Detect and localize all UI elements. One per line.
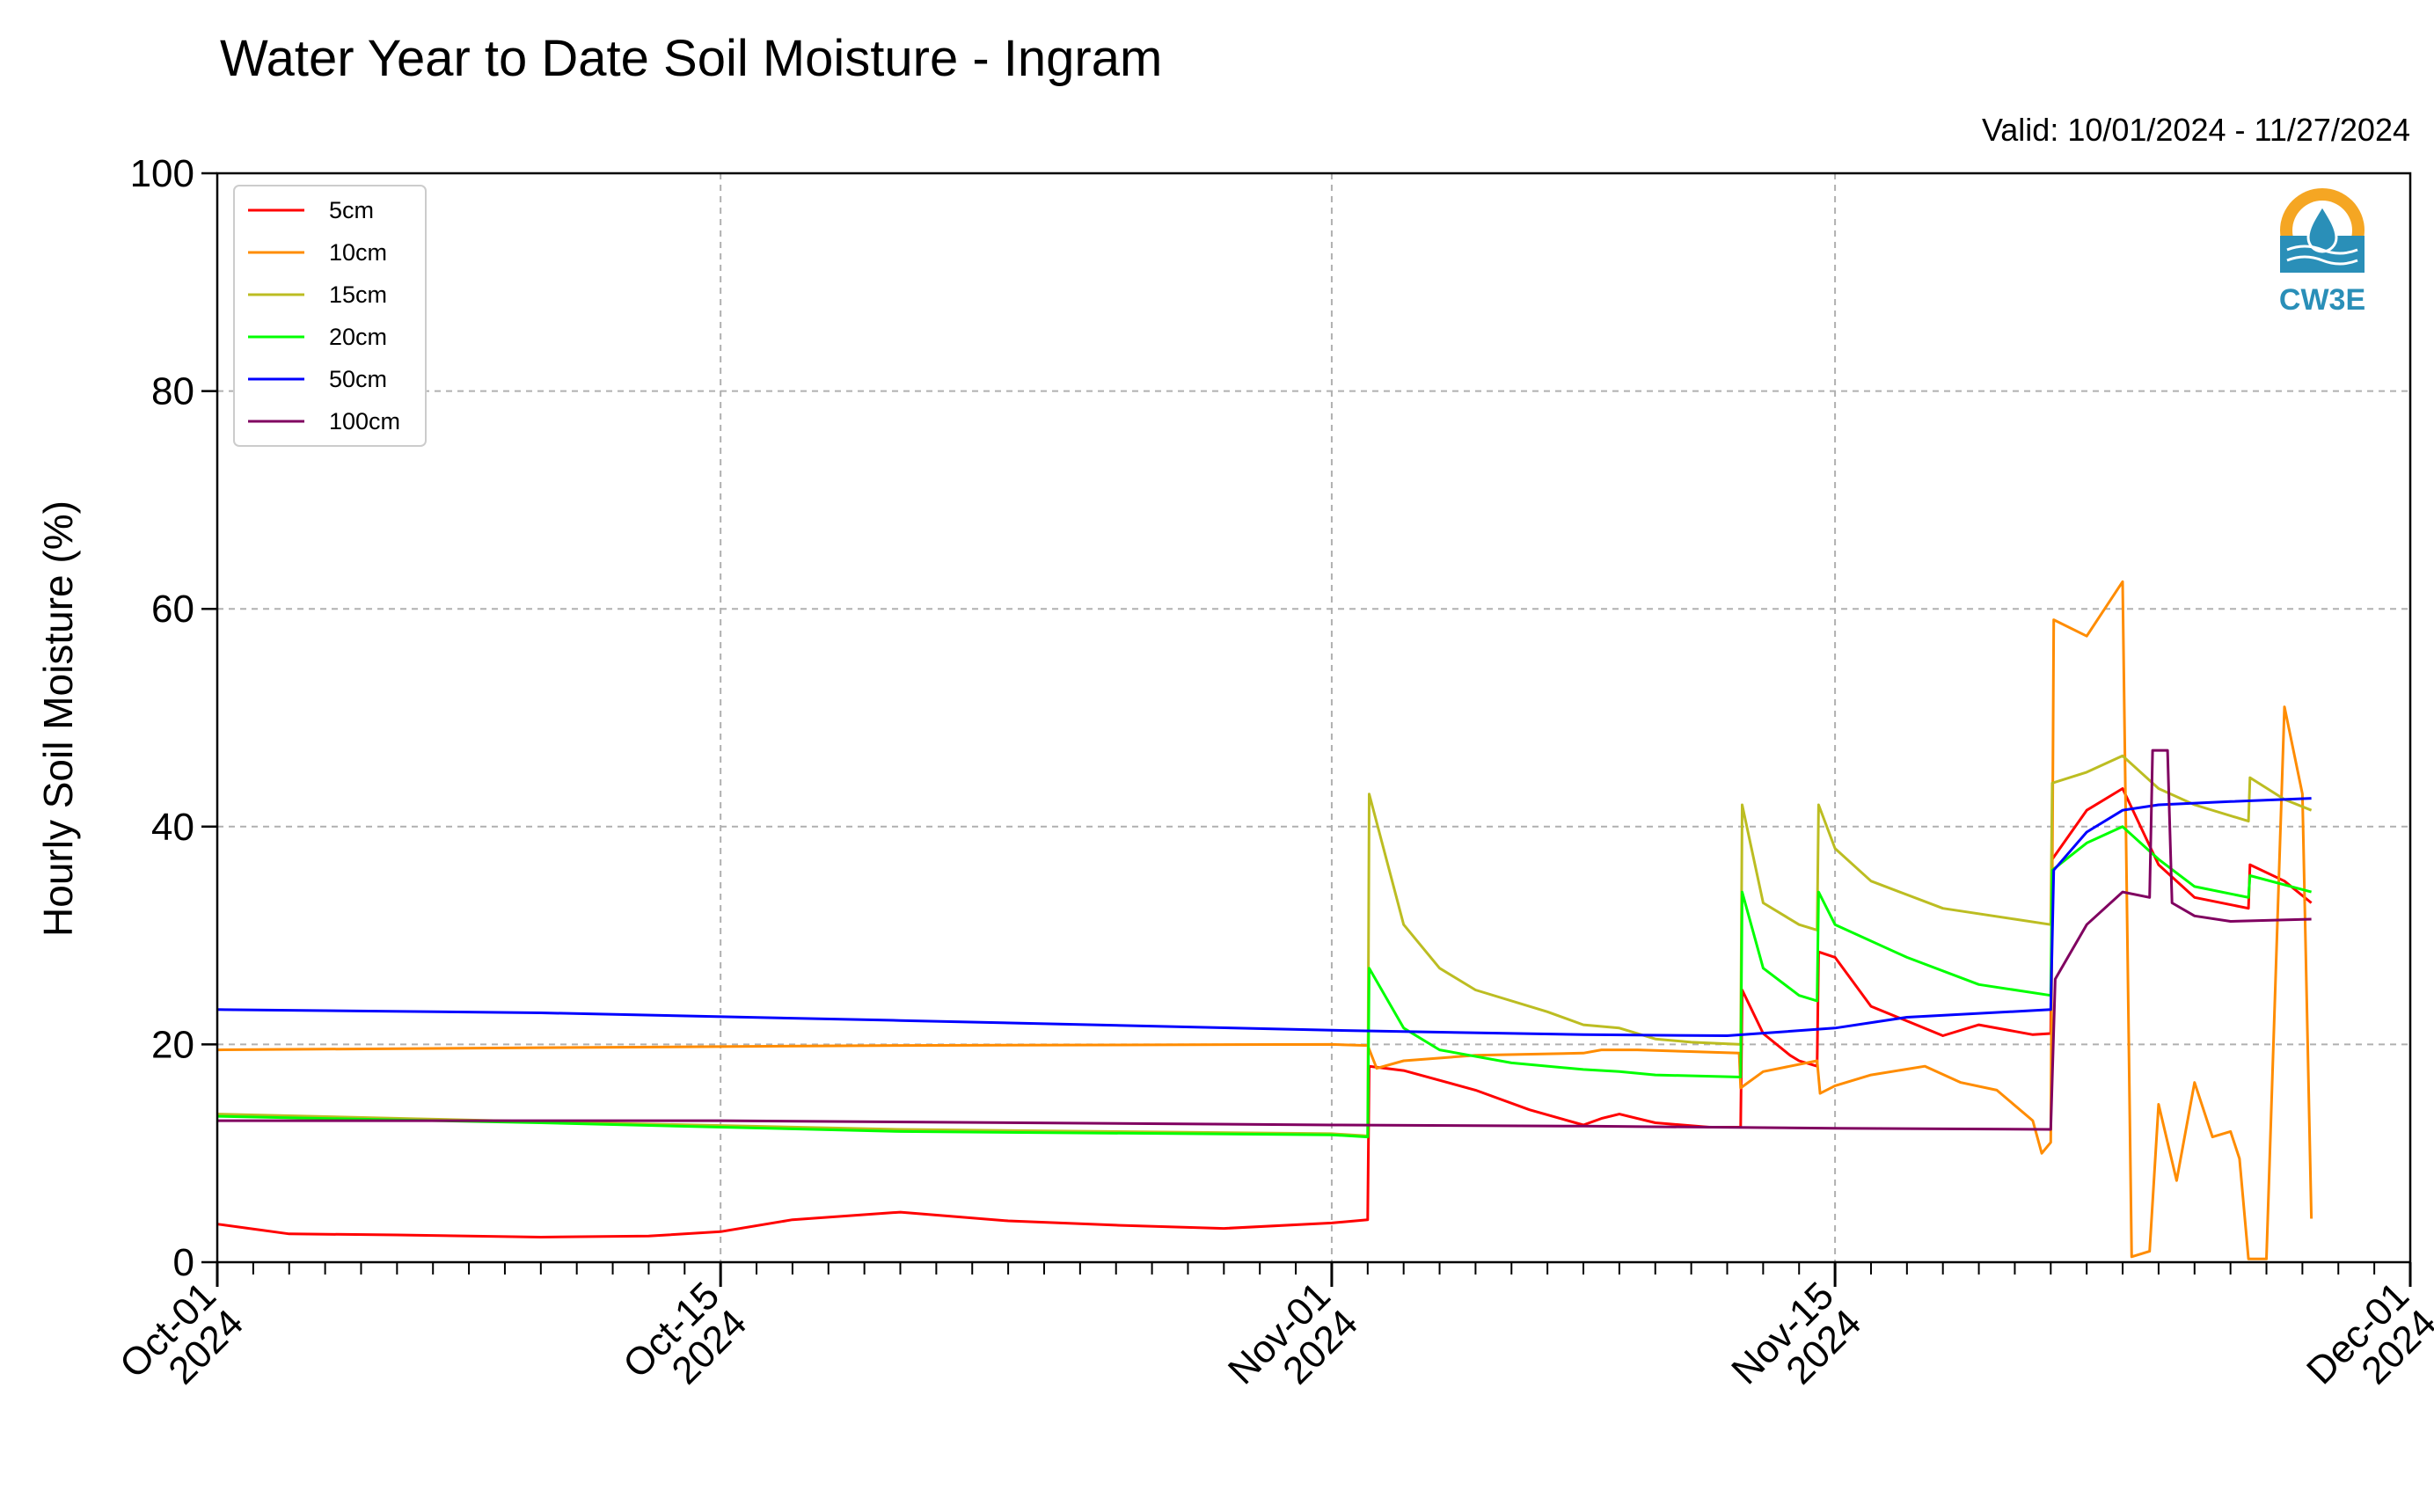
plot-frame bbox=[216, 172, 2412, 1264]
series-line-50cm bbox=[216, 797, 2312, 1037]
y-tick-label: 80 bbox=[151, 370, 194, 413]
legend-label-20cm: 20cm bbox=[329, 324, 387, 350]
legend-label-50cm: 50cm bbox=[329, 366, 387, 392]
legend-label-10cm: 10cm bbox=[329, 239, 387, 266]
grid bbox=[217, 173, 2410, 1262]
series-line-10cm bbox=[216, 580, 2313, 1260]
logo-wave-icon-2 bbox=[2286, 255, 2358, 266]
y-tick-label: 20 bbox=[151, 1023, 194, 1066]
legend-label-15cm: 15cm bbox=[329, 281, 387, 308]
series-line-15cm bbox=[216, 754, 2313, 1137]
y-tick-label: 0 bbox=[173, 1241, 194, 1284]
legend: 5cm 10cm 15cm 20cm 50cm 100cm bbox=[233, 185, 427, 447]
logo-wave-icon bbox=[2286, 245, 2358, 255]
logo-drop-icon bbox=[2306, 203, 2338, 253]
legend-box bbox=[233, 185, 427, 447]
valid-range-label: Valid: 10/01/2024 - 11/27/2024 bbox=[1982, 112, 2410, 148]
series-line-20cm bbox=[216, 825, 2312, 1139]
y-tick-label: 40 bbox=[151, 806, 194, 849]
series-lines bbox=[216, 580, 2313, 1260]
logo-text: CW3E bbox=[2279, 283, 2365, 317]
cw3e-logo: CW3E bbox=[2279, 188, 2365, 317]
y-ticks: 0 20 40 60 80 100 bbox=[130, 152, 217, 1284]
legend-label-100cm: 100cm bbox=[329, 408, 400, 435]
y-tick-label: 100 bbox=[130, 152, 194, 195]
y-tick-label: 60 bbox=[151, 588, 194, 631]
y-axis-label: Hourly Soil Moisture (%) bbox=[35, 500, 81, 937]
chart-title: Water Year to Date Soil Moisture - Ingra… bbox=[220, 30, 1162, 87]
legend-label-5cm: 5cm bbox=[329, 197, 374, 223]
series-line-100cm bbox=[217, 749, 2312, 1131]
